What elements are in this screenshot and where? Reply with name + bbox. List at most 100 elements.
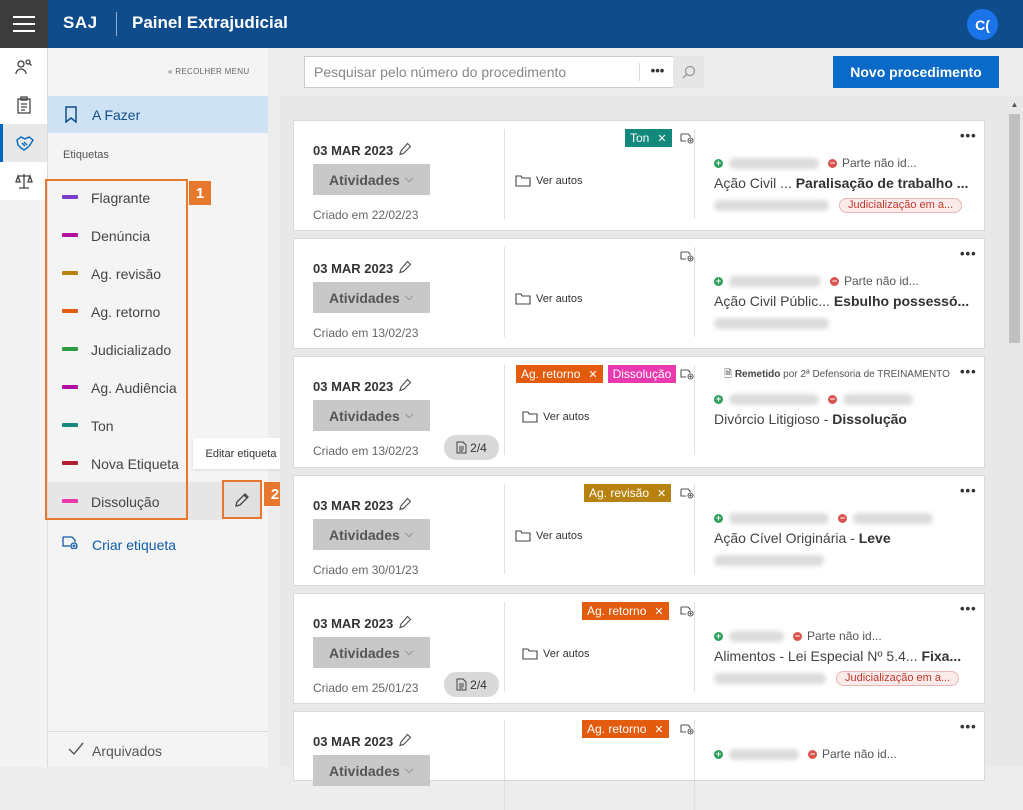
document-icon (456, 678, 467, 691)
card-date: 03 MAR 2023 (313, 379, 394, 394)
search-icon (682, 65, 695, 79)
tag-color-swatch (62, 461, 78, 465)
add-tag-icon[interactable] (680, 486, 694, 504)
edit-date-icon[interactable] (398, 378, 412, 397)
view-records-link[interactable]: Ver autos (522, 411, 589, 423)
edit-date-icon[interactable] (398, 733, 412, 752)
menu-icon[interactable] (0, 0, 48, 48)
archived-item[interactable]: Arquivados (48, 731, 268, 767)
clipboard-icon[interactable] (0, 86, 47, 124)
tag-item-denuncia[interactable]: Denúncia (48, 216, 268, 254)
redacted-text (714, 199, 829, 211)
scroll-up-arrow[interactable]: ▲ (1010, 100, 1019, 109)
card-tag[interactable]: Ag. retorno ✕ (582, 720, 669, 738)
edit-tag-button[interactable] (222, 480, 262, 519)
create-tag-button[interactable]: Criar etiqueta (62, 535, 176, 554)
user-avatar[interactable]: C( (967, 9, 998, 40)
remove-tag-icon[interactable]: ✕ (654, 605, 664, 618)
card-date: 03 MAR 2023 (313, 498, 394, 513)
edit-date-icon[interactable] (398, 615, 412, 634)
more-options-button[interactable]: ••• (960, 128, 977, 143)
divider (694, 720, 695, 810)
card-tag[interactable]: Dissolução (607, 365, 677, 383)
procedure-card[interactable]: 03 MAR 2023 Atividades ⌵ Criado em 13/02/… (293, 356, 985, 468)
add-tag-icon[interactable] (680, 604, 694, 622)
tag-item-judicializado[interactable]: Judicializado (48, 330, 268, 368)
card-date: 03 MAR 2023 (313, 261, 394, 276)
scales-icon[interactable] (0, 162, 47, 200)
card-footer-row (714, 552, 824, 568)
add-tag-icon[interactable] (680, 367, 694, 385)
tag-item-dissolucao[interactable]: Dissolução (48, 482, 222, 520)
procedure-card[interactable]: 03 MAR 2023 Atividades ⌵ Ag. retorno ✕ •••… (293, 711, 985, 810)
activities-button[interactable]: Atividades ⌵ (313, 519, 430, 550)
view-records-link[interactable]: Ver autos (515, 530, 582, 542)
handshake-icon[interactable] (0, 124, 47, 162)
folder-icon (515, 530, 531, 542)
add-tag-icon[interactable] (680, 249, 694, 267)
documents-count[interactable]: 2/4 (444, 435, 499, 460)
card-tag[interactable]: Ag. revisão ✕ (584, 484, 672, 502)
party-minus-icon: − (828, 393, 837, 404)
view-records-link[interactable]: Ver autos (515, 175, 582, 187)
card-tag[interactable]: Ag. retorno ✕ (582, 602, 669, 620)
activities-button[interactable]: Atividades ⌵ (313, 400, 430, 431)
people-search-icon[interactable] (0, 48, 47, 86)
parties-row: + − Parte não id... (714, 155, 917, 171)
more-options-button[interactable]: ••• (960, 364, 977, 379)
tag-item-ag-revisao[interactable]: Ag. revisão (48, 254, 268, 292)
edit-date-icon[interactable] (398, 260, 412, 279)
scrollbar-thumb[interactable] (1009, 114, 1020, 343)
add-tag-icon[interactable] (680, 131, 694, 149)
more-options-button[interactable]: ••• (960, 483, 977, 498)
edit-date-icon[interactable] (398, 142, 412, 161)
party-plus-icon: + (714, 275, 723, 286)
party-status: Parte não id... (842, 156, 917, 170)
chevron-down-icon: ⌵ (404, 528, 414, 540)
party-minus-icon: − (828, 157, 837, 168)
brand-logo[interactable]: SAJ (63, 13, 98, 32)
remove-tag-icon[interactable]: ✕ (657, 132, 667, 145)
procedure-card[interactable]: 03 MAR 2023 Atividades ⌵ Criado em 30/01/… (293, 475, 985, 586)
procedure-card[interactable]: 03 MAR 2023 Atividades ⌵ Criado em 13/02/… (293, 238, 985, 349)
redacted-text (729, 393, 819, 405)
tag-item-nova-etiqueta[interactable]: Nova Etiqueta (48, 444, 268, 482)
remove-tag-icon[interactable]: ✕ (657, 487, 667, 500)
view-records-link[interactable]: Ver autos (522, 648, 589, 660)
sidebar-item-a-fazer[interactable]: A Fazer (48, 96, 268, 133)
activities-button[interactable]: Atividades ⌵ (313, 164, 430, 195)
search-input[interactable] (305, 57, 639, 87)
tag-item-ton[interactable]: Ton (48, 406, 268, 444)
documents-count[interactable]: 2/4 (444, 672, 499, 697)
main-panel: ••• Novo procedimento ▲ 03 MAR 2023 Ativ… (268, 48, 1023, 810)
activities-button[interactable]: Atividades ⌵ (313, 637, 430, 668)
tag-item-ag-audiencia[interactable]: Ag. Audiência (48, 368, 268, 406)
search-button[interactable] (673, 56, 704, 88)
more-options-button[interactable]: ••• (960, 246, 977, 261)
tag-item-flagrante[interactable]: Flagrante (48, 178, 268, 216)
tag-label: Flagrante (91, 190, 151, 206)
tag-item-ag-retorno[interactable]: Ag. retorno (48, 292, 268, 330)
card-tag[interactable]: Ton ✕ (625, 129, 672, 147)
more-options-button[interactable]: ••• (960, 719, 977, 734)
party-plus-icon: + (714, 748, 723, 759)
activities-button[interactable]: Atividades ⌵ (313, 755, 430, 786)
party-minus-icon: − (838, 512, 847, 523)
procedure-card[interactable]: 03 MAR 2023 Atividades ⌵ Criado em 25/01/… (293, 593, 985, 704)
view-records-link[interactable]: Ver autos (515, 293, 582, 305)
add-tag-icon[interactable] (680, 722, 694, 740)
add-tag-icon (62, 535, 78, 554)
edit-date-icon[interactable] (398, 497, 412, 516)
collapse-menu-button[interactable]: « RECOLHER MENU (168, 67, 250, 76)
action-title: Ação Cível Originária - Leve (714, 530, 891, 546)
card-tag[interactable]: Ag. retorno ✕ (516, 365, 603, 383)
remove-tag-icon[interactable]: ✕ (654, 723, 664, 736)
remove-tag-icon[interactable]: ✕ (588, 368, 598, 381)
activities-button[interactable]: Atividades ⌵ (313, 282, 430, 313)
card-footer-row: Judicialização em a... (714, 197, 963, 213)
search-options-button[interactable]: ••• (639, 63, 675, 81)
new-procedure-button[interactable]: Novo procedimento (833, 56, 999, 88)
procedure-card[interactable]: 03 MAR 2023 Atividades ⌵ Criado em 22/02/… (293, 120, 985, 231)
document-icon (456, 441, 467, 454)
more-options-button[interactable]: ••• (960, 601, 977, 616)
